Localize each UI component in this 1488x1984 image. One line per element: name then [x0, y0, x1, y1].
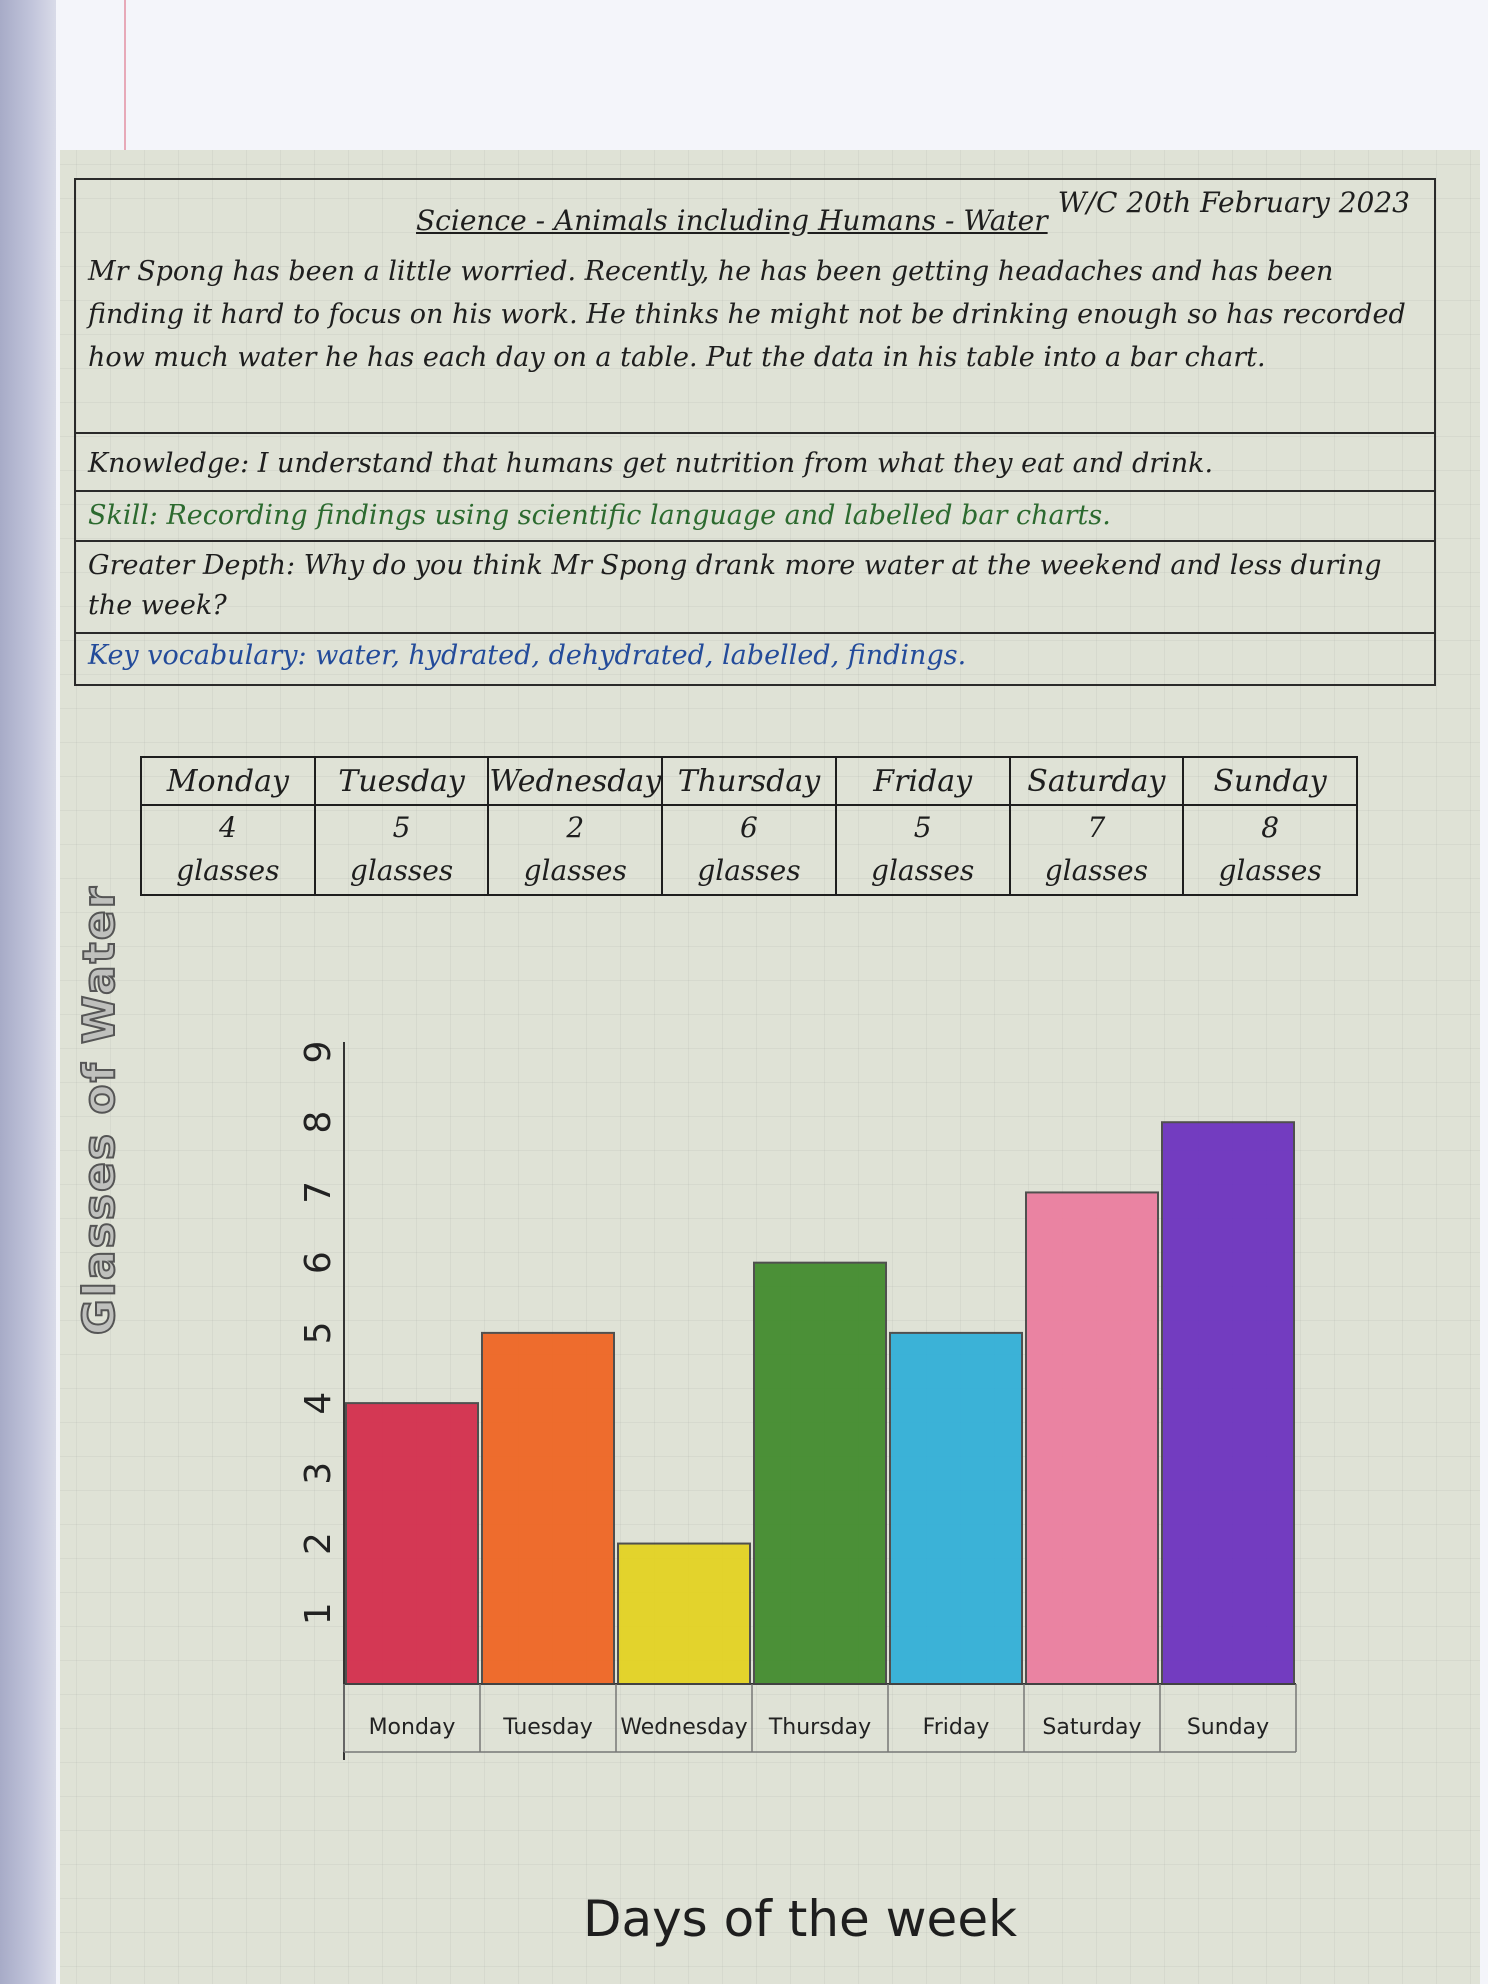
y-tick-label: 3: [298, 1462, 339, 1485]
bar-saturday: [1025, 1191, 1159, 1685]
table-header-row: Monday Tuesday Wednesday Thursday Friday Satu…: [140, 756, 1358, 806]
x-tick-label-sunday: Sunday: [1187, 1715, 1269, 1740]
x-tick-label-wednesday: Wednesday: [620, 1715, 747, 1740]
table-count: 7: [1087, 811, 1106, 844]
knowledge-text: Knowledge: I understand that humans get …: [88, 448, 1214, 479]
bar-monday: [345, 1402, 479, 1685]
table-count: 5: [392, 811, 411, 844]
x-tick-label-thursday: Thursday: [768, 1715, 871, 1740]
table-count: 5: [913, 811, 932, 844]
vocabulary-row: Key vocabulary: water, hydrated, dehydra…: [76, 632, 1434, 686]
notebook-binding: [0, 0, 56, 1984]
table-cell-tuesday: 5 glasses: [313, 804, 490, 896]
table-unit: glasses: [349, 854, 454, 887]
knowledge-row: Knowledge: I understand that humans get …: [76, 432, 1434, 490]
table-day-friday: Friday: [834, 756, 1011, 806]
skill-row: Skill: Recording findings using scientif…: [76, 490, 1434, 540]
y-tick-label: 5: [298, 1321, 339, 1344]
x-tick-label-friday: Friday: [923, 1715, 990, 1740]
bar-thursday: [753, 1261, 887, 1685]
table-day-sunday: Sunday: [1182, 756, 1358, 806]
table-day-wednesday: Wednesday: [487, 756, 664, 806]
y-axis-label: Glasses of Water: [73, 884, 126, 1337]
water-data-table: Monday Tuesday Wednesday Thursday Friday Satu…: [140, 756, 1358, 896]
table-count: 2: [566, 811, 585, 844]
table-cell-thursday: 6 glasses: [661, 804, 837, 896]
y-tick-label: 8: [298, 1111, 339, 1134]
table-count: 8: [1261, 811, 1280, 844]
bar-wednesday: [617, 1542, 751, 1685]
intro-text: Mr Spong has been a little worried. Rece…: [88, 256, 1406, 373]
table-cell-wednesday: 2 glasses: [487, 804, 664, 896]
x-tick-label-tuesday: Tuesday: [502, 1715, 593, 1740]
task-box: W/C 20th February 2023 Science - Animals…: [74, 178, 1436, 686]
y-tick-label: 1: [298, 1602, 339, 1625]
table-value-row: 4 glasses 5 glasses 2 glasses 6 glasses 5 glasses…: [140, 804, 1358, 896]
table-day-saturday: Saturday: [1008, 756, 1185, 806]
date-text: W/C 20th February 2023: [1057, 186, 1410, 219]
worksheet-title: Science - Animals including Humans - Wat…: [416, 204, 1048, 237]
bar-sunday: [1161, 1121, 1295, 1685]
table-day-thursday: Thursday: [661, 756, 837, 806]
vocabulary-text: Key vocabulary: water, hydrated, dehydra…: [88, 640, 967, 671]
table-unit: glasses: [1218, 854, 1322, 887]
y-tick-label: 2: [298, 1532, 339, 1555]
greater-depth-row: Greater Depth: Why do you think Mr Spong…: [76, 540, 1434, 632]
bar-tuesday: [481, 1331, 615, 1686]
table-unit: glasses: [523, 854, 627, 887]
table-cell-friday: 5 glasses: [834, 804, 1011, 896]
table-count: 4: [218, 811, 237, 844]
table-unit: glasses: [697, 854, 801, 887]
table-day-tuesday: Tuesday: [313, 756, 490, 806]
table-cell-saturday: 7 glasses: [1008, 804, 1185, 896]
skill-text: Skill: Recording findings using scientif…: [88, 500, 1111, 531]
x-axis-label: Days of the week: [582, 1890, 1018, 1948]
notebook-margin-line: [124, 0, 126, 170]
y-tick-label: 6: [298, 1251, 339, 1274]
x-tick-label-monday: Monday: [369, 1715, 456, 1740]
y-tick-label: 7: [298, 1181, 339, 1204]
table-cell-sunday: 8 glasses: [1182, 804, 1358, 896]
table-count: 6: [740, 811, 758, 844]
y-tick-label: 4: [298, 1392, 339, 1415]
table-cell-monday: 4 glasses: [140, 804, 316, 896]
bar-friday: [889, 1331, 1023, 1686]
x-tick-label-saturday: Saturday: [1042, 1715, 1141, 1740]
table-unit: glasses: [176, 854, 280, 887]
table-unit: glasses: [871, 854, 975, 887]
table-unit: glasses: [1044, 854, 1148, 887]
greater-depth-text: Greater Depth: Why do you think Mr Spong…: [88, 550, 1382, 621]
y-tick-label: 9: [298, 1041, 339, 1064]
table-day-monday: Monday: [140, 756, 316, 806]
